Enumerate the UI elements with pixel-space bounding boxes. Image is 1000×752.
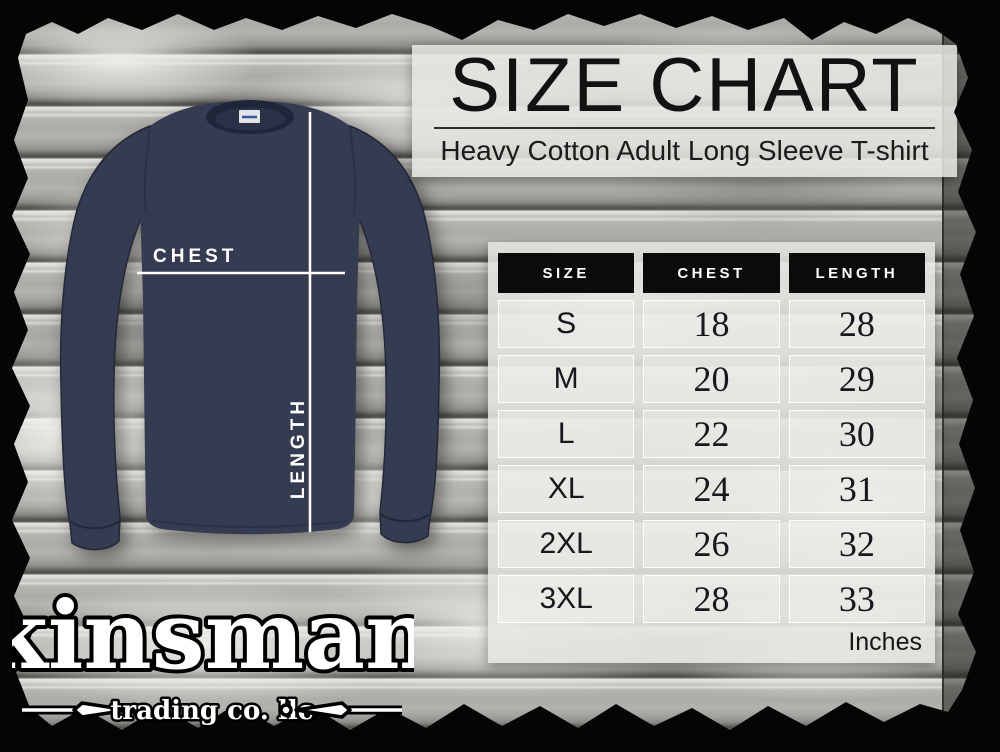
long-sleeve-shirt-illustration [59,100,441,551]
shirt-right-sleeve [349,124,441,544]
shirt-diagram [30,82,465,562]
table-cell-chest: 18 [643,300,780,348]
column-header-chest: CHEST [643,253,780,293]
table-cell-chest: 28 [643,575,780,623]
table-cell-length: 31 [788,465,925,513]
table-cell-size: L [498,410,635,458]
table-cell-size: M [498,355,635,403]
size-table-panel: SIZE CHEST LENGTH S 18 28 M 20 29 L 22 3… [488,242,935,663]
column-header-length: LENGTH [788,253,925,293]
length-measure-label: LENGTH [288,396,309,500]
table-cell-size: S [498,300,635,348]
table-cell-length: 29 [788,355,925,403]
table-cell-size: 2XL [498,520,635,568]
left-flourish-icon [22,701,145,719]
table-cell-size: XL [498,465,635,513]
page-title: SIZE CHART [449,43,920,128]
logo-brand-text: kinsman [12,581,414,691]
shirt-left-sleeve [59,124,151,551]
page-subtitle: Heavy Cotton Adult Long Sleeve T-shirt [440,135,929,166]
kinsman-logo: kinsman trading co. llc [12,577,414,729]
table-cell-chest: 20 [643,355,780,403]
size-table: SIZE CHEST LENGTH S 18 28 M 20 29 L 22 3… [488,242,935,623]
table-cell-length: 28 [788,300,925,348]
shirt-body [140,101,360,535]
table-cell-chest: 26 [643,520,780,568]
table-cell-chest: 24 [643,465,780,513]
column-header-size: SIZE [498,253,635,293]
chest-measure-label: CHEST [153,246,238,267]
table-cell-length: 33 [788,575,925,623]
unit-label: Inches [848,628,922,656]
table-cell-length: 30 [788,410,925,458]
table-cell-size: 3XL [498,575,635,623]
logo-tagline-text: trading co. llc [110,696,313,726]
table-cell-length: 32 [788,520,925,568]
title-panel: SIZE CHART Heavy Cotton Adult Long Sleev… [412,45,957,177]
table-cell-chest: 22 [643,410,780,458]
right-flourish-icon [279,701,402,719]
